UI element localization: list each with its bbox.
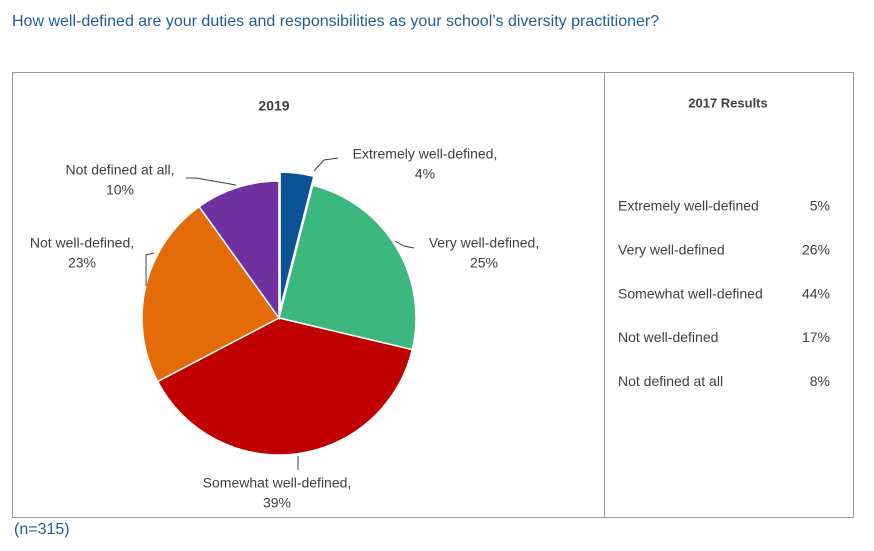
leader-line <box>186 177 237 186</box>
table-label: Somewhat well-defined <box>618 285 763 301</box>
pie-slice <box>156 317 414 456</box>
table-value: 5% <box>810 198 830 214</box>
leader-line <box>313 157 339 172</box>
slice-label: Not well-defined, <box>30 235 134 251</box>
slice-label: Somewhat well-defined, <box>203 475 352 491</box>
pie-slice <box>279 171 315 310</box>
note: (n=315) <box>14 521 70 538</box>
table-value: 26% <box>802 242 830 258</box>
pie-slice <box>141 205 281 383</box>
slice-label: Very well-defined, <box>429 235 540 251</box>
slice-value-label: 25% <box>470 255 498 271</box>
table-title: 2017 Results <box>688 95 768 110</box>
leader-line <box>394 240 415 249</box>
table-label: Not well-defined <box>618 329 718 345</box>
table-value: 8% <box>810 373 830 389</box>
slice-value-label: 39% <box>263 495 291 511</box>
slice-label: Extremely well-defined, <box>353 146 498 162</box>
table-value: 44% <box>802 285 830 301</box>
table-value: 17% <box>802 329 830 345</box>
leader-line <box>145 252 155 286</box>
pie-slice <box>198 180 280 321</box>
chart-title: 2019 <box>258 98 289 114</box>
table-label: Not defined at all <box>618 373 723 389</box>
frame <box>12 72 854 518</box>
slice-value-label: 4% <box>415 166 435 182</box>
slice-label: Not defined at all, <box>66 162 175 178</box>
table-label: Extremely well-defined <box>618 198 759 214</box>
table-label: Very well-defined <box>618 242 725 258</box>
question: How well-defined are your duties and res… <box>12 13 659 30</box>
slice-value-label: 10% <box>106 182 134 198</box>
pie-slice <box>278 184 417 351</box>
slice-value-label: 23% <box>68 255 96 271</box>
